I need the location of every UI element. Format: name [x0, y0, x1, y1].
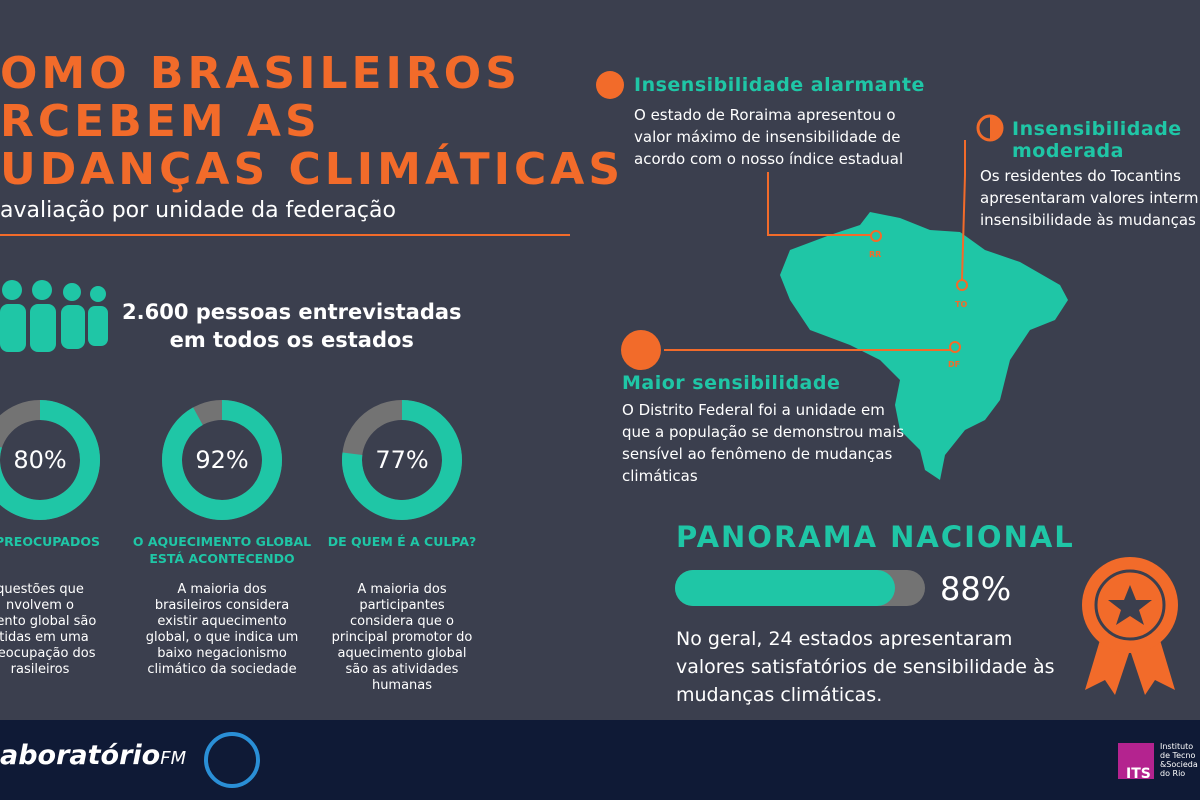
text-line: que a população se demonstrou mais — [622, 423, 905, 441]
its-line: Instituto — [1160, 742, 1194, 751]
donut-arc — [162, 400, 282, 520]
text-line: valores satisfatórios de sensibilidade à… — [676, 656, 1055, 678]
donuts — [0, 400, 462, 520]
text-line: O Distrito Federal foi a unidade em — [622, 401, 885, 419]
text-line: climáticas — [622, 467, 698, 485]
text-line: preocupação dos — [0, 646, 96, 661]
text-line: Maior sensibilidade — [622, 372, 841, 394]
survey-line: em todos os estados — [169, 328, 414, 352]
text-line: moderada — [1012, 140, 1124, 162]
text-line: mento global são — [0, 614, 97, 629]
title-line: OMO BRASILEIROS — [0, 48, 521, 99]
text-line: climático da sociedade — [147, 662, 297, 677]
text-line: considera que o — [350, 614, 454, 629]
pin-label: DF — [948, 360, 961, 369]
text-line: aquecimento global — [337, 646, 467, 661]
text-line: brasileiros considera — [154, 598, 290, 613]
text-line: Insensibilidade — [1012, 118, 1182, 140]
donut-arc — [342, 400, 462, 520]
text-block: O estado de Roraima apresentou o valor má… — [634, 104, 903, 170]
donut-label: 80% — [13, 446, 67, 474]
leader-lines — [664, 140, 966, 351]
brazil-map — [780, 212, 1068, 480]
text-line: questões que — [0, 582, 84, 597]
text-block: Insensibilidade moderada — [1012, 118, 1182, 162]
brand-name: aboratório — [0, 740, 161, 771]
text-line: participantes — [359, 598, 445, 613]
pin-label: RR — [869, 250, 882, 259]
text-line: Insensibilidade alarmante — [634, 74, 925, 96]
fm-logo — [204, 732, 260, 788]
title-line: UDANÇAS CLIMÁTICAS — [0, 144, 625, 195]
its-text: ITS — [1126, 766, 1151, 782]
text-block: DE QUEM É A CULPA? — [312, 533, 492, 550]
panorama-title: PANORAMA NACIONAL — [676, 520, 1075, 554]
text-block: Os residentes do Tocantins apresentaram v… — [980, 165, 1200, 231]
its-logo — [1118, 743, 1154, 779]
its-line: do Rio — [1160, 769, 1186, 778]
survey-line: 2.600 pessoas entrevistadas — [122, 300, 462, 324]
text-line: mudanças climáticas. — [676, 684, 883, 706]
title-line: RCEBEM AS — [0, 96, 321, 147]
text-line: DE QUEM É A CULPA? — [327, 534, 477, 549]
text-block: O Distrito Federal foi a unidade em que a… — [622, 399, 904, 487]
donut-label: 92% — [195, 446, 249, 474]
text-line: apresentaram valores interm — [980, 189, 1199, 207]
text-line: O estado de Roraima apresentou o — [634, 106, 896, 124]
text-block: A maioria dos brasileiros considera existi… — [132, 582, 312, 678]
subtitle: avaliação por unidade da federação — [0, 198, 396, 223]
text-line: sensível ao fenômeno de mudanças — [622, 445, 893, 463]
text-line: nvolvem o — [6, 598, 74, 613]
text-line: valor máximo de insensibilidade de — [634, 128, 901, 146]
footer-bar — [0, 720, 1200, 800]
award-icon — [1082, 557, 1178, 695]
text-line: insensibilidade às mudanças c — [980, 211, 1200, 229]
brand: aboratórioFM — [0, 740, 186, 771]
text-block: O PREOCUPADOS — [0, 533, 130, 550]
text-block: Insensibilidade alarmante — [634, 74, 925, 96]
bar-fill — [675, 570, 895, 606]
text-line: baixo negacionismo — [157, 646, 287, 661]
its-name: Instituto de Tecno &Socieda do Rio — [1160, 742, 1198, 778]
text-line: O PREOCUPADOS — [0, 534, 100, 549]
panorama-text: No geral, 24 estados apresentaram valore… — [676, 625, 1055, 709]
half-fill — [990, 116, 1002, 140]
bell-icon — [596, 71, 624, 99]
text-line: global, o que indica um — [145, 630, 299, 645]
pins — [870, 230, 968, 353]
text-line: humanas — [371, 678, 433, 693]
text-line: A maioria dos — [357, 582, 447, 597]
text-line: são as atividades — [345, 662, 459, 677]
text-line: rasileiros — [10, 662, 70, 677]
text-line: existir aquecimento — [157, 614, 287, 629]
text-line: No geral, 24 estados apresentaram — [676, 628, 1013, 650]
pin-label: TO — [955, 300, 968, 309]
text-block: O AQUECIMENTO GLOBAL ESTÁ ACONTECENDO — [132, 533, 312, 567]
title: OMO BRASILEIROS RCEBEM AS UDANÇAS CLIMÁT… — [0, 50, 624, 194]
text-line: A maioria dos — [177, 582, 267, 597]
text-block: A maioria dos participantes considera que … — [312, 582, 492, 694]
panorama-value: 88% — [940, 570, 1012, 608]
text-line: Os residentes do Tocantins — [980, 167, 1181, 185]
its-line: &Socieda — [1160, 760, 1198, 769]
donut-arc — [0, 400, 100, 520]
text-block: Maior sensibilidade — [622, 372, 840, 394]
brand-suffix: FM — [160, 748, 187, 769]
heart-icon — [621, 330, 661, 370]
its-line: de Tecno — [1160, 751, 1196, 760]
text-line: ESTÁ ACONTECENDO — [149, 551, 295, 566]
people-icon — [0, 280, 108, 352]
text-line: etidas em uma — [0, 630, 89, 645]
survey: 2.600 pessoas entrevistadas em todos os … — [122, 298, 462, 354]
text-line: acordo com o nosso índice estadual — [634, 150, 904, 168]
text-line: O AQUECIMENTO GLOBAL — [132, 534, 312, 549]
donut-label: 77% — [375, 446, 429, 474]
text-line: principal promotor do — [331, 630, 473, 645]
